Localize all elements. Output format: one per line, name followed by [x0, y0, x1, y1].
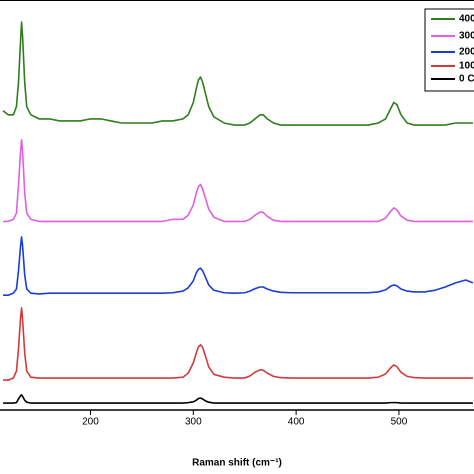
x-tick-label: 300 — [185, 417, 202, 428]
spectrum-line — [2, 21, 473, 126]
x-tick-label: 400 — [288, 417, 305, 428]
spectrum-line — [3, 139, 473, 223]
legend-label: 400 — [459, 14, 474, 25]
legend-label: 300 — [459, 31, 474, 42]
x-tick-label: 200 — [82, 417, 99, 428]
spectrum-line — [3, 394, 473, 404]
legend-label: 100 — [459, 61, 474, 72]
legend-label: 0 C — [459, 74, 474, 85]
x-tick-label: 500 — [391, 417, 408, 428]
x-axis-label: Raman shift (cm⁻¹) — [192, 458, 282, 469]
legend-box — [424, 8, 474, 92]
spectrum-line — [3, 236, 474, 296]
legend-label: 200 — [459, 47, 474, 58]
spectrum-line — [3, 307, 473, 381]
